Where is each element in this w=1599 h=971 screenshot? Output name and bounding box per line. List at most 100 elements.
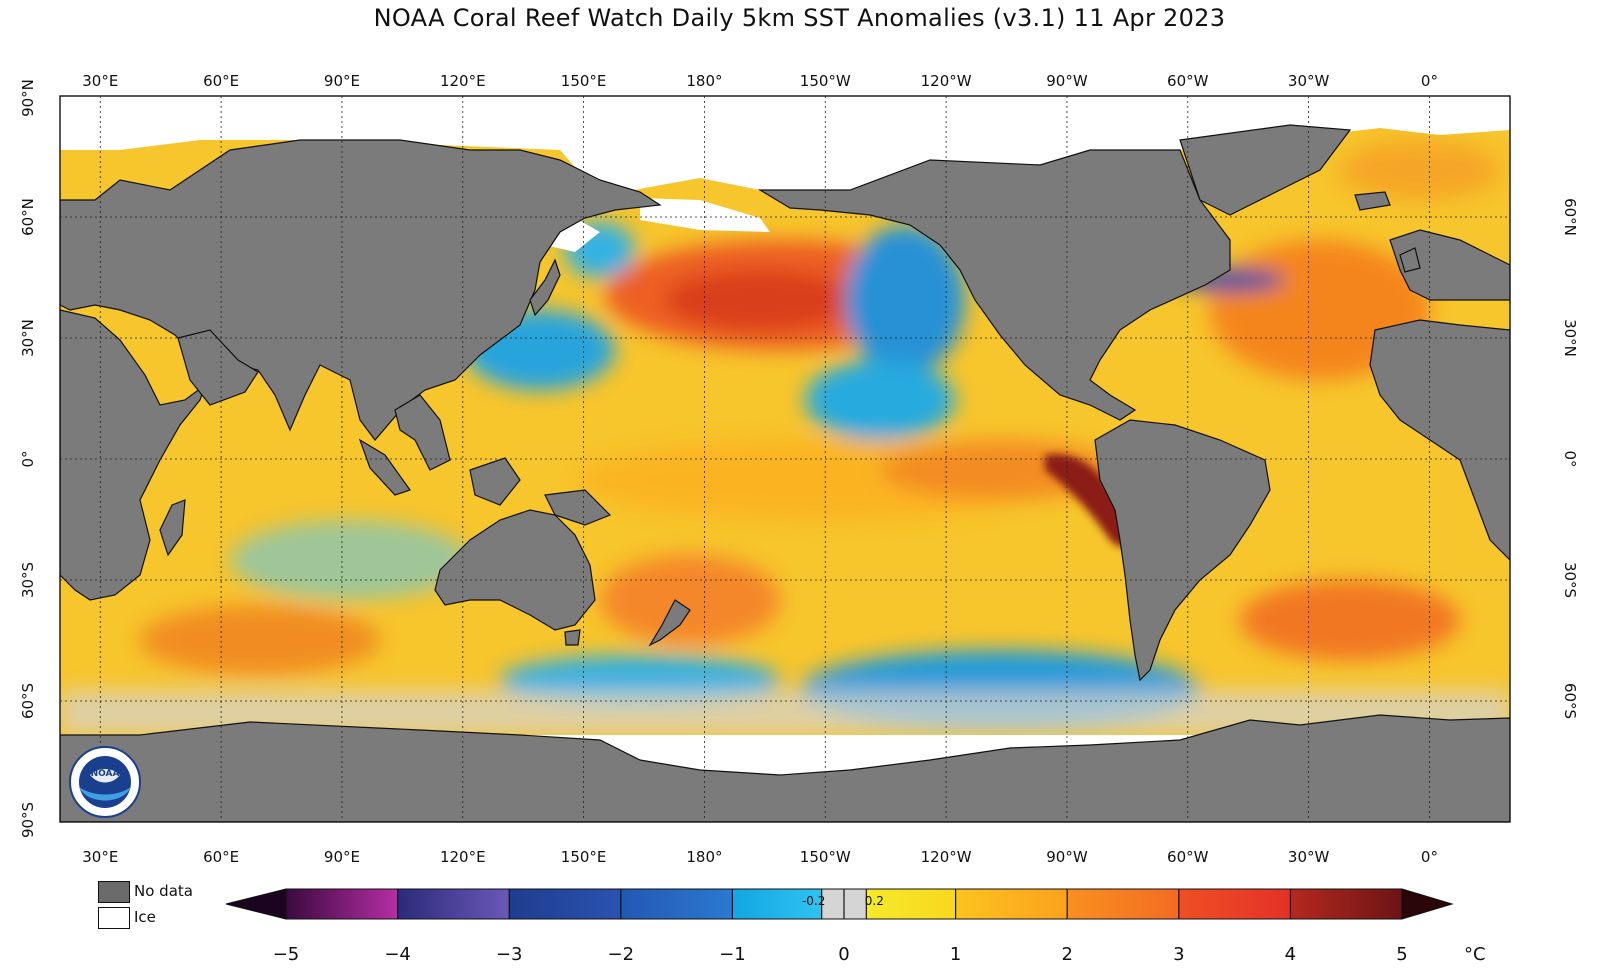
- land-antarctica: [60, 714, 1510, 822]
- top-longitude-label: 90°W: [1046, 72, 1088, 90]
- colorbar-threshold-label: 0.2: [864, 894, 884, 908]
- ice-label: Ice: [134, 908, 156, 926]
- colorbar-tick-label: 0: [838, 944, 850, 965]
- colorbar-tick-label: 1: [949, 944, 962, 965]
- colorbar-tick-label: 5: [1396, 944, 1408, 965]
- svg-text:NOAA: NOAA: [91, 769, 120, 779]
- left-latitude-label: 30°S: [19, 561, 37, 599]
- bottom-longitude-label: 30°W: [1287, 848, 1330, 866]
- colorbar-tick-label: 4: [1284, 944, 1297, 965]
- land-north-america: [757, 149, 1231, 421]
- bottom-longitude-label: 150°E: [560, 848, 607, 866]
- left-latitude-label: 30°N: [19, 319, 37, 357]
- colorbar-threshold-label: -0.2: [801, 894, 826, 908]
- land-arabia: [177, 329, 259, 406]
- top-longitude-label: 120°W: [920, 72, 972, 90]
- bottom-longitude-label: 120°W: [920, 848, 972, 866]
- land-europe-west: [1389, 229, 1510, 301]
- bottom-longitude-label: 60°W: [1167, 848, 1209, 866]
- colorbar-tick-label: −4: [384, 944, 411, 965]
- bottom-longitude-label: 60°E: [203, 848, 240, 866]
- land-australia: [434, 509, 596, 631]
- graticule: [60, 96, 1510, 822]
- land-masses: [60, 124, 1510, 822]
- land-west-africa: [1369, 319, 1510, 561]
- land-south-america: [1094, 419, 1271, 682]
- land-japan: [529, 258, 561, 317]
- bottom-longitude-label: 180°: [686, 848, 723, 866]
- colorbar-segment: [1178, 889, 1291, 919]
- land-greenland: [1179, 124, 1352, 216]
- colorbar-segment: [955, 889, 1068, 919]
- top-longitude-label: 30°W: [1287, 72, 1330, 90]
- right-latitude-label: 60°S: [1561, 682, 1579, 720]
- colorbar-segment: [866, 889, 956, 919]
- left-latitude-label: 0°: [19, 450, 37, 468]
- colorbar-tick-label: −3: [495, 944, 523, 965]
- colorbar-tick-label: −1: [719, 944, 746, 965]
- colorbar-high-extension: [1401, 888, 1454, 920]
- land-africa: [60, 309, 207, 601]
- north-pacific-warm-core: [665, 270, 855, 330]
- bottom-longitude-label: 0°: [1420, 848, 1438, 866]
- bottom-longitude-label: 90°W: [1046, 848, 1088, 866]
- northeast-pacific-cool-patch: [845, 225, 965, 375]
- ice-swatch: [98, 907, 130, 929]
- right-latitude-label: 0°: [1561, 450, 1579, 468]
- south-indian-warm-patch: [140, 605, 380, 675]
- right-latitude-label: 30°S: [1561, 561, 1579, 599]
- chart-title: NOAA Coral Reef Watch Daily 5km SST Anom…: [373, 4, 1226, 32]
- land-british-isles: [1399, 247, 1421, 273]
- colorbar: [225, 888, 1454, 920]
- top-longitude-label: 180°: [686, 72, 723, 90]
- land-borneo: [469, 457, 521, 506]
- bottom-longitude-label: 150°W: [799, 848, 851, 866]
- top-longitude-label: 90°E: [323, 72, 360, 90]
- colorbar-unit: °C: [1464, 944, 1486, 965]
- colorbar-segment: [620, 889, 733, 919]
- colorbar-tick-label: −2: [607, 944, 635, 965]
- top-longitude-label: 120°E: [439, 72, 486, 90]
- east-pacific-cool-patch: [805, 360, 955, 440]
- top-longitude-label: 150°E: [560, 72, 607, 90]
- colorbar-tick-label: 2: [1061, 944, 1073, 965]
- noaa-logo: NOAA: [69, 746, 141, 818]
- colorbar-tick-label: 3: [1173, 944, 1185, 965]
- colorbar-low-extension: [225, 888, 287, 920]
- bottom-longitude-label: 90°E: [323, 848, 360, 866]
- arctic-neutral-patch: [1340, 140, 1500, 200]
- tasman-warm-patch: [600, 555, 780, 645]
- left-latitude-label: 90°S: [19, 801, 37, 839]
- colorbar-segment: [509, 889, 621, 919]
- colorbar-tick-label: −5: [272, 944, 300, 965]
- top-longitude-label: 150°W: [799, 72, 851, 90]
- bottom-longitude-label: 30°E: [82, 848, 119, 866]
- bottom-longitude-label: 120°E: [439, 848, 486, 866]
- top-longitude-label: 60°W: [1167, 72, 1209, 90]
- right-latitude-label: 60°N: [1561, 198, 1579, 236]
- south-atlantic-warm-patch: [1240, 580, 1460, 660]
- top-longitude-label: 30°E: [82, 72, 119, 90]
- colorbar-segment: [397, 889, 510, 919]
- colorbar-segment: [286, 889, 398, 919]
- left-latitude-label: 90°N: [19, 79, 37, 117]
- colorbar-segment: [1290, 889, 1402, 919]
- left-latitude-label: 60°N: [19, 198, 37, 236]
- no-data-label: No data: [134, 882, 193, 900]
- arctic-ice: [60, 96, 1510, 196]
- indian-ocean-neutral-patch: [230, 520, 470, 600]
- left-latitude-label: 60°S: [19, 682, 37, 720]
- colorbar-segment: [1067, 889, 1179, 919]
- right-latitude-label: 30°N: [1561, 319, 1579, 357]
- land-sumatra: [358, 438, 411, 496]
- colorbar-segment: [732, 889, 822, 919]
- land-madagascar: [159, 499, 186, 557]
- top-longitude-label: 60°E: [203, 72, 240, 90]
- land-new-zealand: [648, 599, 691, 647]
- bering-ice: [640, 198, 770, 232]
- land-new-guinea: [544, 489, 612, 526]
- no-data-swatch: [98, 881, 130, 903]
- land-southeast-asia: [394, 394, 451, 471]
- top-longitude-label: 0°: [1420, 72, 1438, 90]
